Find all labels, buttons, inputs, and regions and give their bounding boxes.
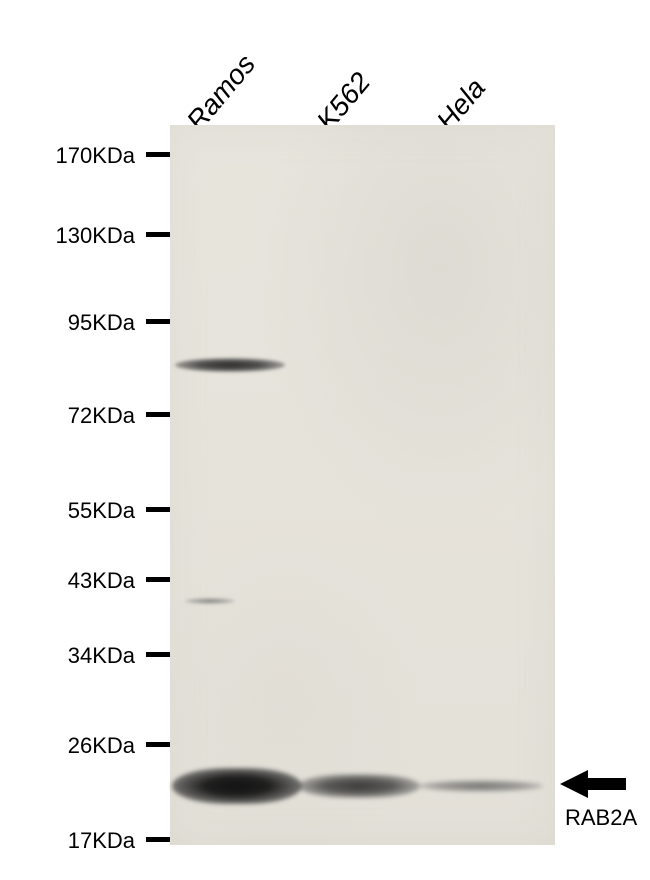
mw-label-34: 34KDa — [15, 643, 135, 669]
mw-label-55: 55KDa — [15, 498, 135, 524]
band-hela-rab2a — [418, 780, 543, 792]
blot-membrane — [170, 125, 555, 845]
mw-tick-34 — [146, 652, 170, 657]
mw-label-130: 130KDa — [15, 223, 135, 249]
mw-tick-95 — [146, 319, 170, 324]
mw-tick-17 — [146, 837, 170, 842]
target-arrow — [560, 770, 626, 798]
mw-label-17: 17KDa — [15, 828, 135, 854]
mw-label-72: 72KDa — [15, 403, 135, 429]
mw-label-26: 26KDa — [15, 733, 135, 759]
mw-tick-170 — [146, 152, 170, 157]
lane-header-ramos: Ramos — [180, 48, 262, 137]
blot-vignette — [170, 125, 555, 845]
target-protein-label: RAB2A — [565, 805, 637, 831]
mw-tick-43 — [146, 577, 170, 582]
mw-tick-26 — [146, 742, 170, 747]
band-ramos-40kda — [185, 598, 235, 604]
arrow-head-icon — [560, 770, 588, 798]
mw-label-43: 43KDa — [15, 568, 135, 594]
mw-label-170: 170KDa — [15, 143, 135, 169]
lane-label: Ramos — [180, 48, 261, 136]
band-ramos-85kda — [175, 358, 285, 372]
western-blot-figure: Ramos K562 Hela 170KDa 130KDa 95KDa 72KD… — [0, 0, 650, 880]
mw-tick-130 — [146, 232, 170, 237]
band-ramos-rab2a — [172, 768, 302, 804]
mw-tick-55 — [146, 507, 170, 512]
band-k562-rab2a — [298, 774, 420, 798]
arrow-shaft — [588, 778, 626, 790]
mw-label-95: 95KDa — [15, 310, 135, 336]
mw-tick-72 — [146, 412, 170, 417]
